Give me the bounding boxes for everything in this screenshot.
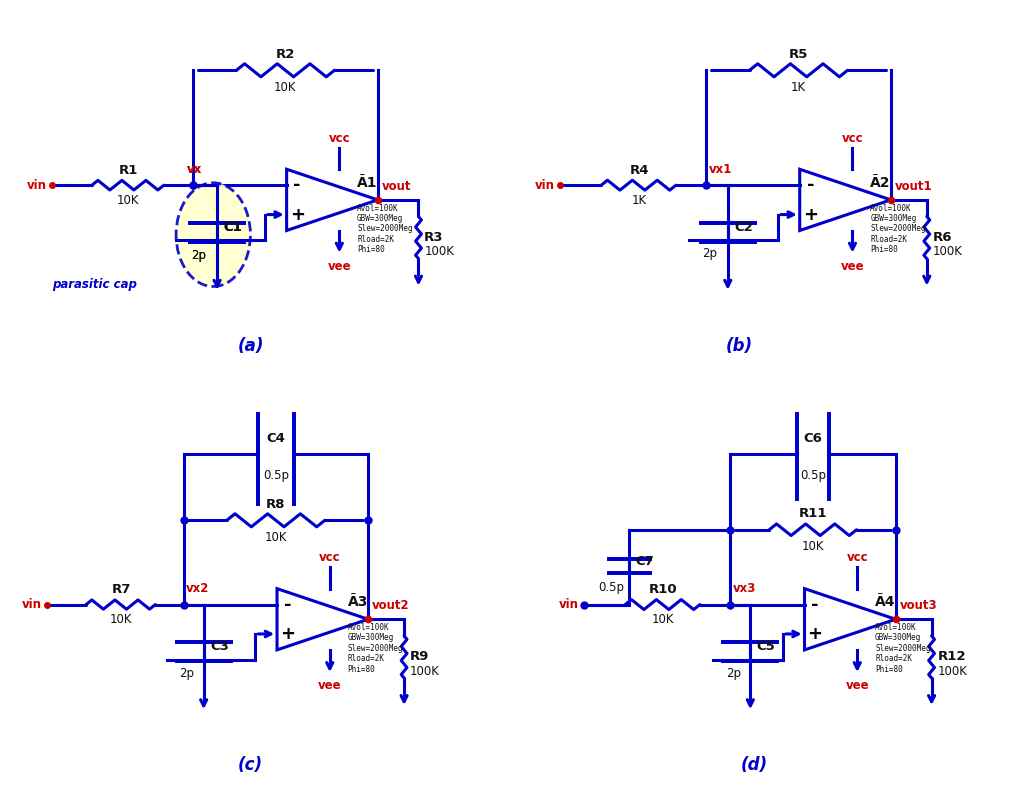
Text: vin: vin: [27, 179, 47, 192]
Text: vout1: vout1: [895, 180, 932, 193]
Text: +: +: [281, 625, 295, 643]
Text: C1: C1: [223, 221, 242, 234]
Text: R4: R4: [630, 163, 649, 176]
Text: Avol=100K
GBW=300Meg
Slew=2000Meg
Rload=2K
Phi=80: Avol=100K GBW=300Meg Slew=2000Meg Rload=…: [357, 204, 413, 254]
Text: vin: vin: [23, 598, 42, 611]
Text: 10K: 10K: [802, 540, 824, 553]
Text: +: +: [290, 205, 305, 224]
Text: vx2: vx2: [186, 582, 209, 595]
Text: Ã1: Ã1: [357, 175, 378, 190]
Text: vee: vee: [328, 260, 351, 273]
Text: C6: C6: [804, 432, 822, 445]
Text: (b): (b): [726, 337, 754, 355]
Text: (d): (d): [740, 757, 768, 774]
Text: R10: R10: [649, 583, 677, 596]
Text: vout2: vout2: [372, 599, 410, 612]
Text: R9: R9: [410, 650, 429, 663]
Text: vee: vee: [841, 260, 864, 273]
Text: 2p: 2p: [179, 667, 195, 679]
Text: 0.5p: 0.5p: [800, 469, 826, 482]
Text: +: +: [803, 205, 818, 224]
Text: vee: vee: [318, 679, 342, 692]
Text: vcc: vcc: [847, 551, 868, 564]
Text: C2: C2: [734, 221, 753, 234]
Text: vx: vx: [186, 163, 202, 175]
Text: R12: R12: [937, 650, 966, 663]
Text: 100K: 100K: [424, 246, 454, 258]
Text: vcc: vcc: [318, 551, 341, 564]
Text: R6: R6: [933, 231, 952, 244]
Text: R8: R8: [266, 497, 286, 511]
Text: 0.5p: 0.5p: [598, 581, 625, 594]
Text: -: -: [294, 176, 301, 194]
Text: C1: C1: [223, 221, 242, 234]
Text: 1K: 1K: [632, 194, 646, 207]
Text: Ã4: Ã4: [874, 595, 896, 609]
Text: vx1: vx1: [709, 163, 732, 175]
Text: vcc: vcc: [842, 132, 863, 145]
Text: vout3: vout3: [899, 599, 937, 612]
Text: 10K: 10K: [117, 194, 139, 207]
Text: 1K: 1K: [791, 80, 806, 93]
Text: 10K: 10K: [110, 613, 132, 626]
Text: R1: R1: [119, 163, 138, 176]
Text: vx: vx: [186, 163, 202, 175]
Ellipse shape: [176, 183, 251, 287]
Text: C5: C5: [757, 641, 775, 654]
Text: R7: R7: [112, 583, 131, 596]
Text: 100K: 100K: [937, 665, 968, 678]
Text: 2p: 2p: [726, 667, 741, 679]
Text: 0.5p: 0.5p: [263, 469, 289, 482]
Text: C4: C4: [266, 432, 286, 445]
Text: 10K: 10K: [264, 530, 287, 543]
Text: R11: R11: [799, 507, 827, 520]
Text: -: -: [284, 596, 292, 613]
Text: 2p: 2p: [191, 249, 207, 262]
Text: vin: vin: [559, 598, 580, 611]
Text: vin: vin: [536, 179, 555, 192]
Text: Avol=100K
GBW=300Meg
Slew=2000Meg
Rload=2K
Phi=80: Avol=100K GBW=300Meg Slew=2000Meg Rload=…: [874, 623, 931, 674]
Text: R5: R5: [788, 47, 808, 61]
Text: 10K: 10K: [652, 613, 674, 626]
Text: Ã2: Ã2: [870, 175, 891, 190]
Text: -: -: [811, 596, 819, 613]
Text: R3: R3: [424, 231, 443, 244]
Text: Ã3: Ã3: [347, 595, 368, 609]
Text: (a): (a): [238, 337, 264, 355]
Text: 100K: 100K: [410, 665, 439, 678]
Text: 2p: 2p: [191, 249, 207, 262]
Text: vee: vee: [846, 679, 869, 692]
Text: -: -: [807, 176, 814, 194]
Text: C7: C7: [636, 555, 654, 568]
Text: C3: C3: [210, 641, 228, 654]
Text: Avol=100K
GBW=300Meg
Slew=2000Meg
Rload=2K
Phi=80: Avol=100K GBW=300Meg Slew=2000Meg Rload=…: [870, 204, 926, 254]
Text: parasitic cap: parasitic cap: [51, 279, 136, 291]
Text: 2p: 2p: [702, 247, 717, 260]
Text: R2: R2: [275, 47, 295, 61]
Text: vcc: vcc: [329, 132, 350, 145]
Text: vx3: vx3: [732, 582, 756, 595]
Text: Avol=100K
GBW=300Meg
Slew=2000Meg
Rload=2K
Phi=80: Avol=100K GBW=300Meg Slew=2000Meg Rload=…: [347, 623, 403, 674]
Text: 10K: 10K: [274, 80, 297, 93]
Text: vout: vout: [382, 180, 411, 193]
Text: 100K: 100K: [933, 246, 963, 258]
Text: +: +: [808, 625, 822, 643]
Text: (c): (c): [239, 757, 263, 774]
